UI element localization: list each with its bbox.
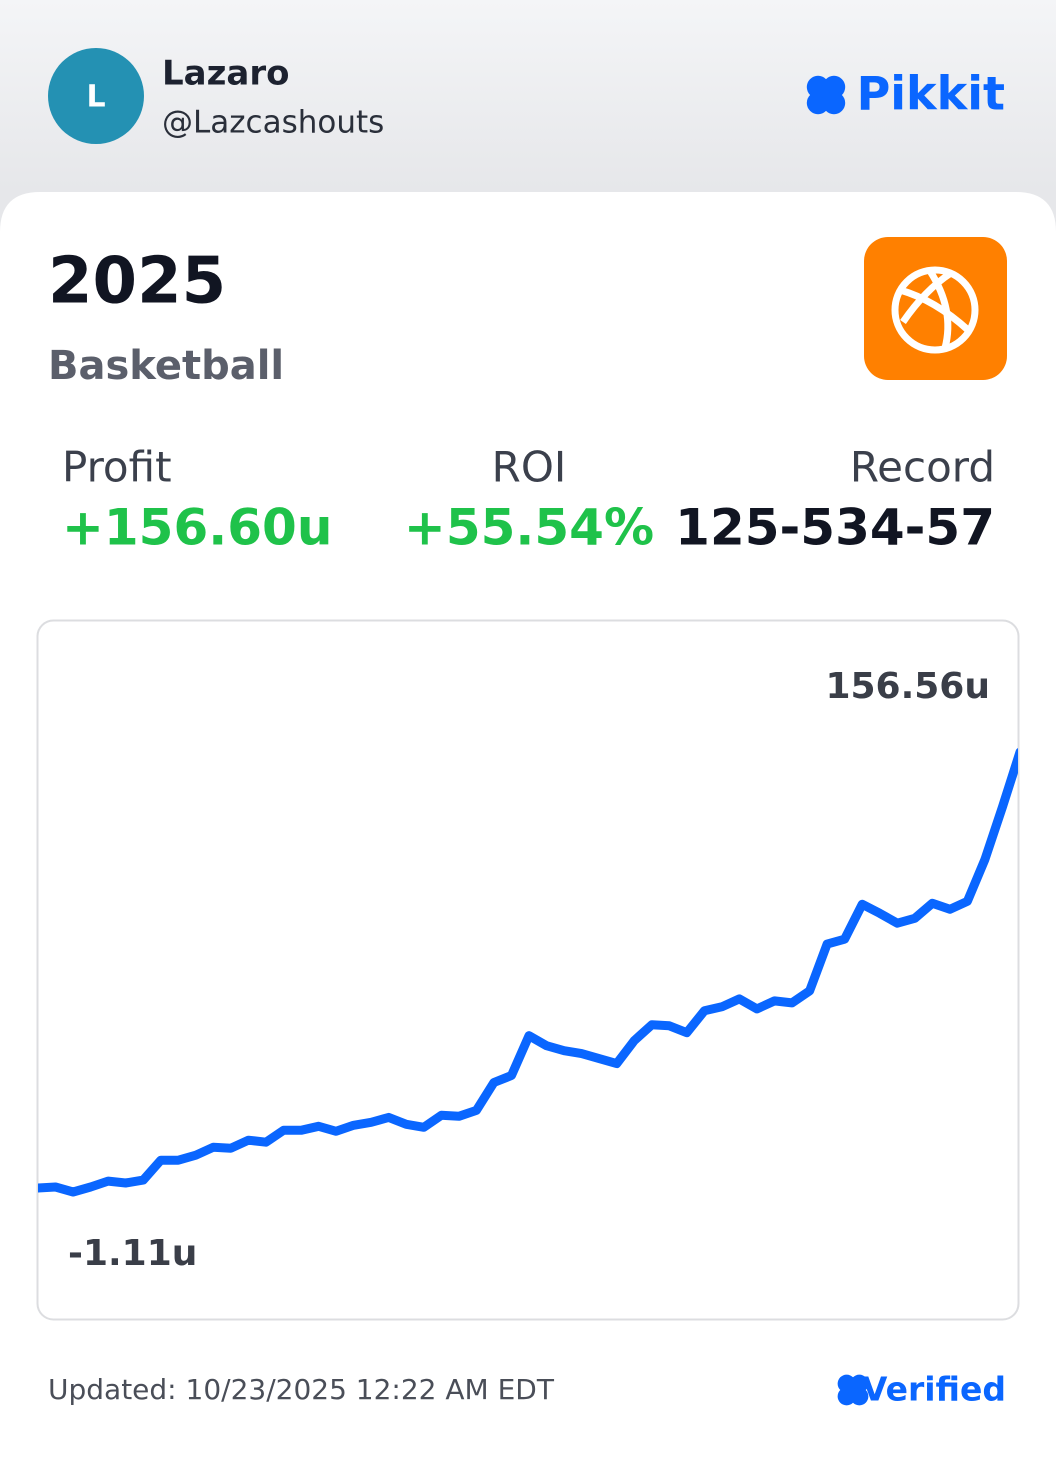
profit-line	[38, 747, 1018, 1197]
updated: Updated: 10/23/2025 12:22 AM EDT	[48, 1373, 555, 1406]
brand-name: Pikkit	[857, 67, 1005, 121]
stat-value: +55.54%	[404, 499, 654, 557]
min-label: -1.11u	[68, 1233, 197, 1274]
user-handle: @Lazcashouts	[162, 105, 384, 141]
year: 2025	[48, 245, 226, 319]
stat-value: 125-534-57	[675, 499, 995, 557]
user-name: Lazaro	[162, 54, 289, 94]
stat-label: ROI	[492, 443, 567, 492]
basketball-icon	[891, 266, 979, 354]
plot	[38, 747, 1018, 1197]
stat-label: Record	[850, 443, 995, 492]
chart-box	[36, 619, 1020, 1321]
stat-label: Profit	[62, 443, 172, 492]
verified: Verified	[862, 1370, 1006, 1409]
brand-logo	[794, 63, 858, 127]
stat-value: +156.60u	[62, 499, 332, 557]
max-label: 156.56u	[825, 666, 990, 707]
avatar	[48, 48, 144, 144]
avatar-letter: L	[86, 80, 105, 115]
sport: Basketball	[48, 343, 284, 389]
